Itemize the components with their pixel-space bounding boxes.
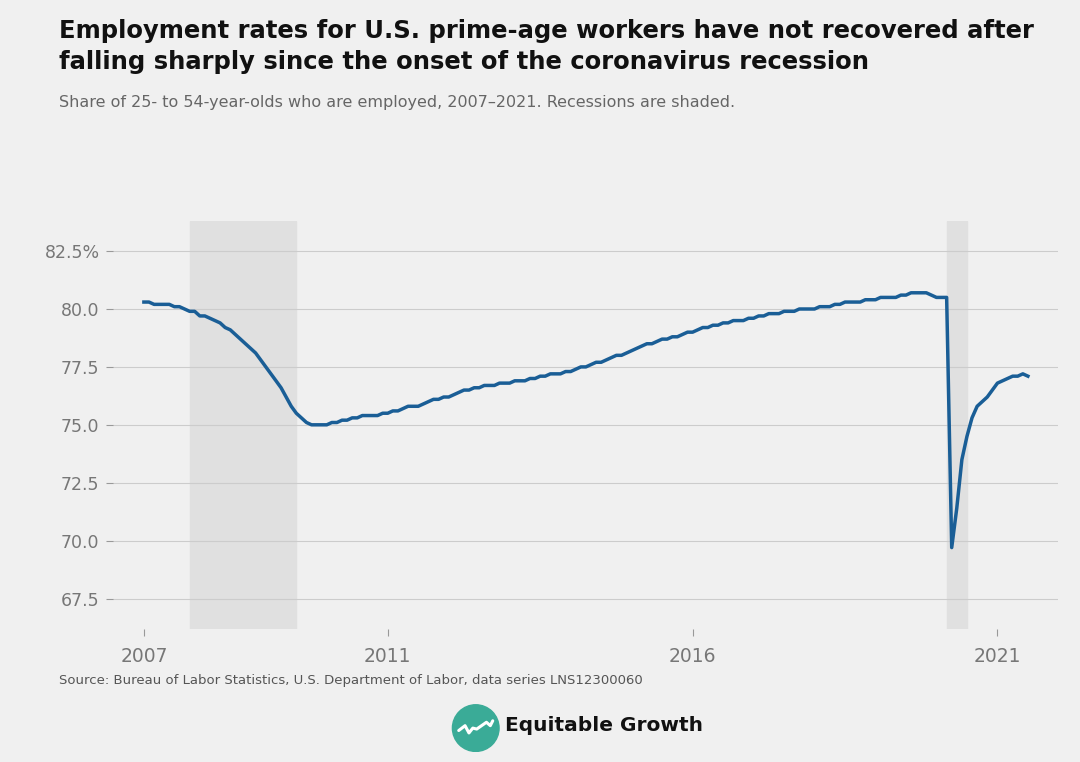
Circle shape bbox=[453, 705, 499, 751]
Bar bbox=[947, 221, 967, 629]
Text: Share of 25- to 54-year-olds who are employed, 2007–2021. Recessions are shaded.: Share of 25- to 54-year-olds who are emp… bbox=[59, 95, 735, 110]
Text: Employment rates for U.S. prime-age workers have not recovered after: Employment rates for U.S. prime-age work… bbox=[59, 19, 1035, 43]
Text: falling sharply since the onset of the coronavirus recession: falling sharply since the onset of the c… bbox=[59, 50, 869, 73]
Bar bbox=[190, 221, 296, 629]
Text: Source: Bureau of Labor Statistics, U.S. Department of Labor, data series LNS123: Source: Bureau of Labor Statistics, U.S.… bbox=[59, 674, 644, 687]
Text: Equitable Growth: Equitable Growth bbox=[505, 716, 703, 735]
